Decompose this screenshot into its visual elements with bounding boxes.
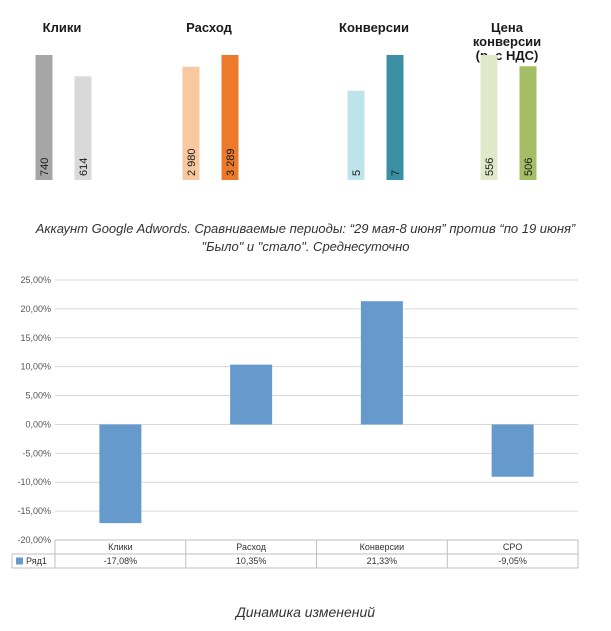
x-category-label: Расход — [236, 542, 266, 552]
dynamics-chart: 25,00% 20,00% 15,00% 10,00% 5,00% 0,00% -5,00%… — [11, 275, 579, 569]
y-tick-label: 25,00% — [20, 275, 51, 285]
bar — [347, 90, 365, 180]
group-title: Расход — [186, 20, 232, 35]
bar-value-label: 506 — [523, 158, 535, 176]
bar — [221, 55, 239, 180]
top-comparison-chart: Клики 740 614 Расход 2 980 3 289 Конверсии 5 7 Це… — [35, 20, 541, 180]
bar — [386, 55, 404, 180]
data-label: -9,05% — [498, 556, 527, 566]
bar — [360, 301, 403, 425]
data-label: 21,33% — [367, 556, 398, 566]
legend-swatch — [16, 557, 23, 565]
y-tick-label: 10,00% — [20, 362, 51, 372]
caption-line-2: "Было" и "стало". Среднесуточно — [201, 239, 410, 254]
bar — [99, 424, 142, 524]
x-category-label: CPO — [503, 542, 523, 552]
data-label: -17,08% — [104, 556, 138, 566]
bar-value-label: 740 — [39, 158, 51, 176]
y-tick-label: -10,00% — [17, 477, 51, 487]
y-tick-label: -20,00% — [17, 535, 51, 545]
bar-value-label: 556 — [484, 158, 496, 176]
y-tick-label: 5,00% — [25, 391, 51, 401]
bottom-caption: Динамика изменений — [235, 604, 376, 620]
group-title: Конверсии — [339, 20, 409, 35]
y-tick-label: 20,00% — [20, 304, 51, 314]
x-category-label: Конверсии — [360, 542, 404, 552]
group-title: конверсии — [473, 34, 541, 49]
x-category-label: Клики — [108, 542, 133, 552]
y-tick-label: -15,00% — [17, 506, 51, 516]
bar — [480, 55, 498, 180]
group-title: Цена — [491, 20, 524, 35]
bar-value-label: 2 980 — [186, 148, 198, 176]
y-tick-label: -5,00% — [22, 448, 51, 458]
y-tick-label: 0,00% — [25, 419, 51, 429]
y-tick-label: 15,00% — [20, 333, 51, 343]
bar-value-label: 5 — [351, 170, 363, 176]
bar — [491, 424, 534, 477]
bar — [74, 76, 92, 180]
group-title: Клики — [43, 20, 82, 35]
bar-value-label: 614 — [78, 158, 90, 176]
data-label: 10,35% — [236, 556, 267, 566]
legend-label: Ряд1 — [26, 556, 47, 566]
chart-caption: Аккаунт Google Adwords. Сравниваемые пер… — [0, 220, 611, 256]
bar — [230, 364, 273, 425]
bar — [182, 66, 200, 180]
bar — [519, 66, 537, 180]
bar-value-label: 7 — [390, 170, 402, 176]
bar — [35, 55, 53, 180]
bar-value-label: 3 289 — [225, 148, 237, 176]
caption-line-1: Аккаунт Google Adwords. Сравниваемые пер… — [35, 221, 576, 236]
